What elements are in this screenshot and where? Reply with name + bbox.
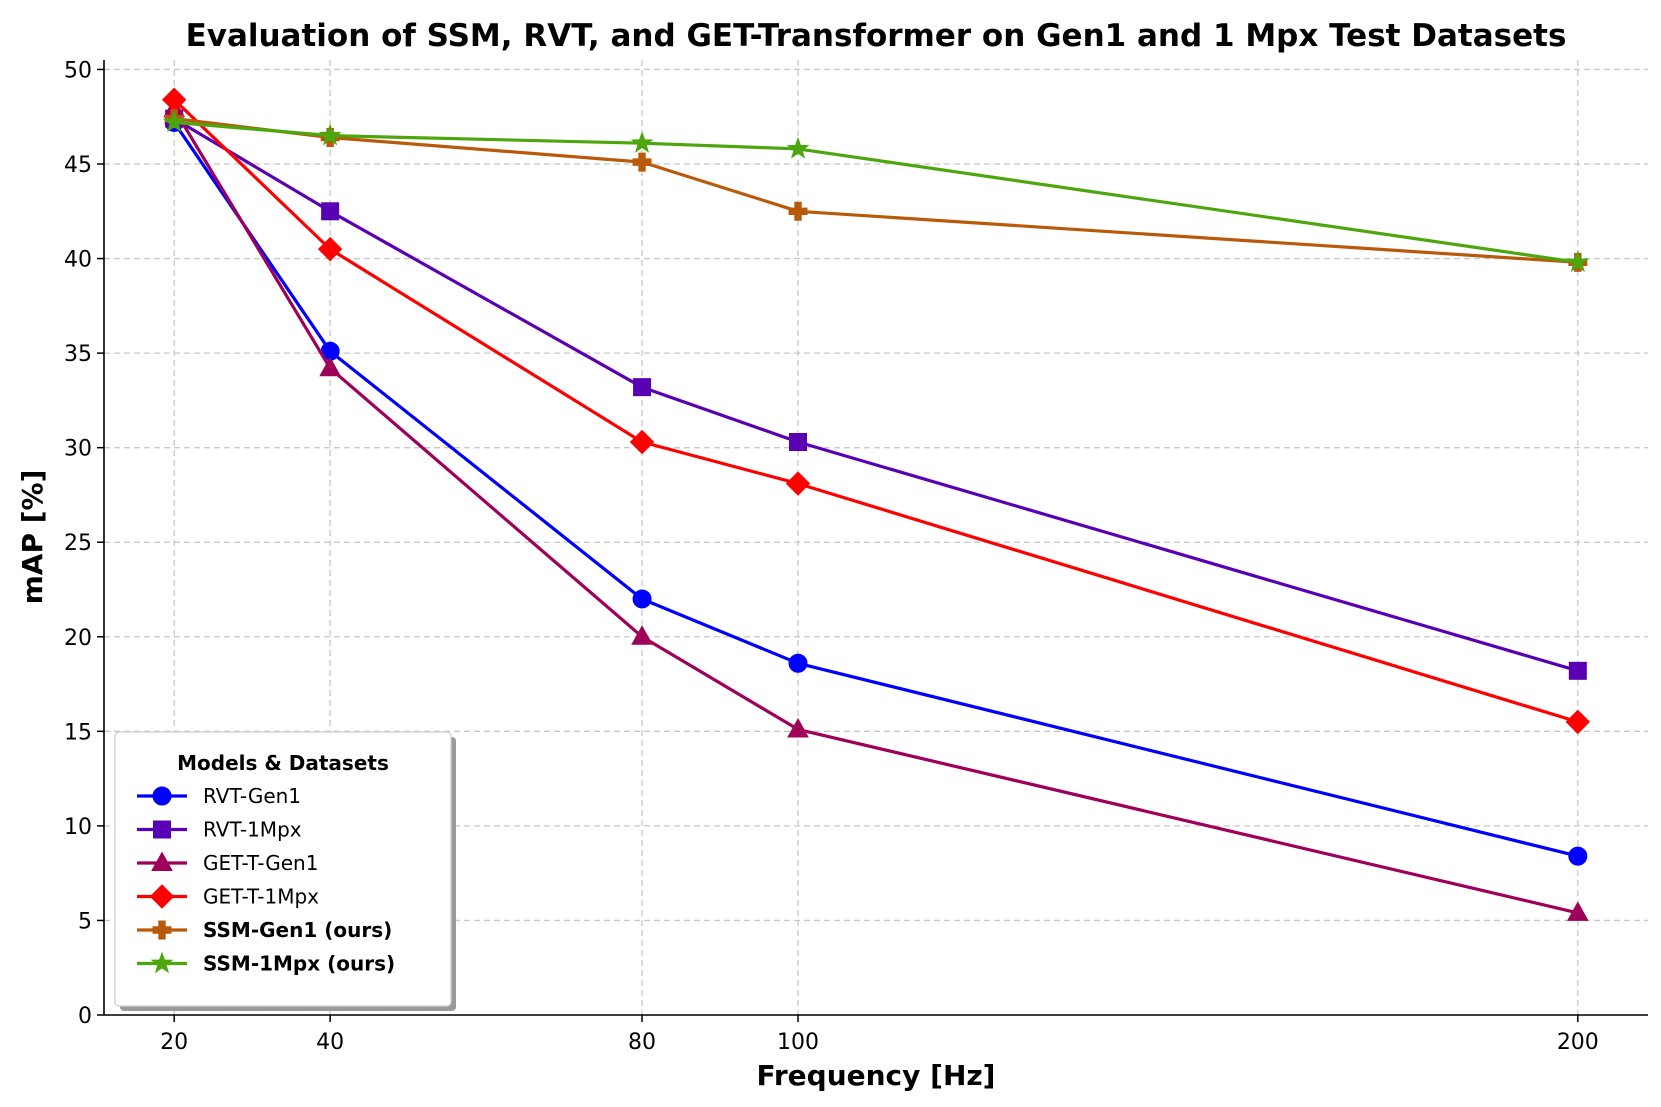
y-tick-label: 20 — [64, 626, 92, 651]
legend-label: GET-T-Gen1 — [203, 851, 318, 875]
x-tick-label: 200 — [1557, 1030, 1599, 1055]
legend-marker-plus — [152, 920, 172, 940]
x-tick-label: 40 — [316, 1030, 344, 1055]
x-tick-label: 100 — [777, 1030, 819, 1055]
data-point-square — [1568, 661, 1587, 680]
data-point-star — [162, 110, 186, 133]
y-tick-label: 35 — [64, 342, 92, 367]
legend-marker-triangle — [151, 851, 173, 871]
data-point-diamond — [629, 429, 655, 455]
legend-marker-square — [153, 820, 171, 839]
legend-label: RVT-1Mpx — [203, 818, 302, 842]
data-point-circle — [1568, 846, 1588, 866]
chart-title: Evaluation of SSM, RVT, and GET-Transfor… — [186, 18, 1567, 54]
legend-item: SSM-1Mpx (ours) — [137, 952, 395, 976]
axes: 20 40 80 100 200 0 5 10 15 20 25 30 35 40 45 50 — [64, 58, 1648, 1055]
data-point-diamond — [785, 471, 811, 496]
legend-title: Models & Datasets — [177, 751, 389, 775]
y-axis-label: mAP [%] — [16, 470, 49, 605]
y-tick-label: 45 — [64, 153, 92, 178]
legend: Models & Datasets RVT-Gen1 RVT-1Mpx GET-T-G… — [114, 731, 456, 1011]
legend-label: RVT-Gen1 — [203, 784, 301, 808]
data-point-star — [318, 123, 342, 146]
legend-item: GET-T-Gen1 — [137, 851, 318, 875]
legend-box — [114, 731, 452, 1007]
y-tick-label: 25 — [64, 531, 92, 556]
series-lines — [161, 87, 1591, 921]
y-tick-label: 15 — [64, 720, 92, 745]
y-tick-label: 5 — [78, 909, 92, 934]
data-point-plus — [632, 152, 652, 172]
legend-item: RVT-1Mpx — [137, 818, 302, 842]
data-point-square — [789, 433, 808, 451]
data-point-triangle — [319, 356, 341, 377]
y-tick-label: 0 — [78, 1004, 92, 1029]
legend-item: GET-T-1Mpx — [137, 884, 319, 909]
data-point-star — [1566, 250, 1590, 273]
data-point-square — [321, 202, 340, 221]
x-tick-label: 20 — [160, 1030, 188, 1055]
data-point-triangle — [1566, 901, 1589, 921]
data-point-circle — [632, 589, 652, 609]
data-point-diamond — [317, 236, 343, 262]
legend-label: SSM-Gen1 (ours) — [203, 918, 392, 942]
legend-item: SSM-Gen1 (ours) — [137, 918, 392, 942]
legend-marker-circle — [152, 786, 172, 806]
legend-item: RVT-Gen1 — [137, 784, 301, 808]
data-point-circle — [788, 653, 808, 673]
y-tick-label: 30 — [64, 437, 92, 462]
data-point-square — [633, 378, 652, 397]
data-point-plus — [788, 201, 808, 221]
y-tick-label: 40 — [64, 248, 92, 273]
data-point-diamond — [1565, 709, 1591, 735]
x-tick-label: 80 — [628, 1030, 656, 1055]
y-tick-label: 10 — [64, 815, 92, 840]
series-ssm-1mpx-ours — [162, 110, 1590, 273]
legend-marker-diamond — [149, 884, 175, 909]
legend-label: SSM-1Mpx (ours) — [203, 952, 395, 976]
y-tick-label: 50 — [64, 58, 92, 83]
data-point-triangle — [631, 625, 653, 645]
series-get-t-1mpx — [161, 87, 1591, 735]
data-point-triangle — [787, 717, 809, 738]
x-axis-label: Frequency [Hz] — [757, 1059, 996, 1092]
legend-marker-star — [150, 951, 174, 974]
series-get-t-gen1 — [163, 97, 1589, 921]
data-point-star — [630, 131, 654, 153]
data-point-star — [786, 136, 810, 159]
legend-label: GET-T-1Mpx — [203, 885, 319, 909]
